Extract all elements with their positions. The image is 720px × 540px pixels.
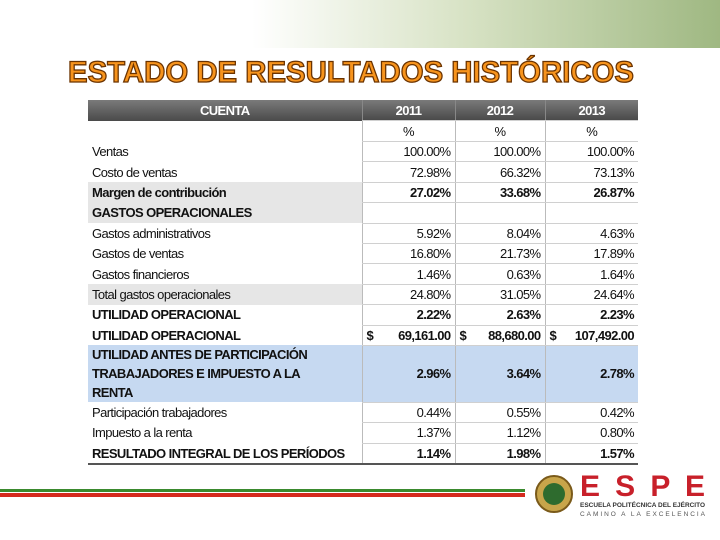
label-cell: UTILIDAD OPERACIONAL (92, 327, 241, 343)
label-cell: GASTOS OPERACIONALES (88, 202, 362, 224)
value-cell: 1.37% (361, 422, 455, 444)
currency-symbol: $ (459, 327, 467, 343)
header-cell: 2011 (361, 100, 455, 121)
value-cell: 3.64% (454, 345, 545, 403)
currency-symbol: $ (366, 327, 374, 343)
table-row: UTILIDAD OPERACIONAL 2.22% 2.63% 2.23% (88, 304, 638, 326)
value-cell: 1.57% (544, 443, 638, 466)
value-cell: 66.32% (454, 161, 545, 183)
amount: 69,161.00 (398, 327, 451, 343)
units-row: %%% (88, 120, 638, 142)
value-cell: 100.00% (361, 141, 455, 163)
value-cell: 2.78% (544, 345, 638, 403)
header-row: CUENTA 2011 2012 2013 (88, 100, 638, 121)
logo: E S P E ESCUELA POLITÉCNICA DEL EJÉRCITO… (535, 470, 706, 518)
value-cell: 73.13% (544, 161, 638, 183)
header-cell: CUENTA (88, 100, 362, 121)
value-cell: 24.64% (544, 284, 638, 306)
value-cell: 2.22% (361, 304, 455, 326)
value-cell: 0.44% (361, 402, 455, 424)
label-cell: Gastos de ventas (92, 246, 184, 262)
value-cell: 1.12% (454, 422, 545, 444)
table-row: Total gastos operacionales 24.80% 31.05% 24… (88, 284, 638, 306)
table-row: Ventas 100.00% 100.00% 100.00% (88, 141, 638, 163)
logo-line2: CAMINO A LA EXCELENCIA (580, 511, 706, 518)
table-row: UTILIDAD ANTES DE PARTICIPACIÓN TRABAJAD… (88, 345, 638, 403)
empty-cell (361, 202, 455, 224)
value-cell: 1.64% (544, 263, 638, 285)
header-cell: 2013 (544, 100, 638, 121)
value-cell: 0.63% (454, 263, 545, 285)
table-row: Gastos administrativos 5.92% 8.04% 4.63% (88, 223, 638, 244)
table-row: Participación trabajadores 0.44% 0.55% 0.42… (88, 402, 638, 424)
table-row: Impuesto a la renta 1.37% 1.12% 0.80% (88, 422, 638, 444)
unit-cell: % (454, 120, 545, 142)
income-table: CUENTA 2011 2012 2013%%% Ventas 100.00% 100.00… (88, 100, 638, 466)
label-cell: UTILIDAD OPERACIONAL (92, 307, 241, 323)
value-cell: 0.80% (544, 422, 638, 444)
logo-line1: ESCUELA POLITÉCNICA DEL EJÉRCITO (580, 500, 705, 509)
label-cell: Gastos administrativos (92, 225, 211, 241)
table-body: CUENTA 2011 2012 2013%%% Ventas 100.00% 100.00… (88, 100, 638, 466)
amount-cell: $69,161.00 (361, 325, 455, 346)
empty-cell (454, 202, 545, 224)
value-cell: 72.98% (361, 161, 455, 183)
green-line (0, 489, 525, 492)
table-row: Gastos financieros 1.46% 0.63% 1.64% (88, 263, 638, 285)
value-cell: 1.46% (361, 263, 455, 285)
table-row: Costo de ventas 72.98% 66.32% 73.13% (88, 161, 638, 183)
amount: 88,680.00 (488, 327, 541, 343)
amount-cell: $88,680.00 (454, 325, 545, 346)
top-band (0, 0, 720, 48)
table-row: RESULTADO INTEGRAL DE LOS PERÍODOS 1.14% 1… (88, 443, 638, 466)
label-cell: Ventas (92, 144, 129, 160)
label-cell: Total gastos operacionales (88, 284, 362, 305)
value-cell: 2.96% (361, 345, 455, 403)
value-cell: 1.98% (454, 443, 545, 466)
value-cell: 100.00% (544, 141, 638, 163)
value-cell: 100.00% (454, 141, 545, 163)
seal-inner (543, 483, 565, 505)
unit-cell: % (361, 120, 455, 142)
title: ESTADO DE RESULTADOS HISTÓRICOS (68, 55, 634, 89)
value-cell: 4.63% (544, 223, 638, 244)
unit-cell: % (544, 120, 638, 142)
empty-cell (544, 202, 638, 224)
label-cell: Gastos financieros (92, 266, 189, 282)
label-cell: RESULTADO INTEGRAL DE LOS PERÍODOS (88, 443, 362, 466)
value-cell: 2.63% (454, 304, 545, 326)
table-row: Margen de contribución 27.02% 33.68% 26.87% (88, 182, 638, 204)
value-cell: 26.87% (544, 182, 638, 204)
value-cell: 0.55% (454, 402, 545, 424)
value-cell: 27.02% (361, 182, 455, 204)
table-row: GASTOS OPERACIONALES (88, 202, 638, 224)
label-cell: UTILIDAD ANTES DE PARTICIPACIÓN TRABAJAD… (88, 345, 362, 403)
value-cell: 31.05% (454, 284, 545, 306)
header-cell: 2012 (454, 100, 545, 121)
label-cell: Costo de ventas (92, 164, 178, 180)
value-cell: 1.14% (361, 443, 455, 466)
value-cell: 8.04% (454, 223, 545, 244)
currency-symbol: $ (549, 327, 557, 343)
label-cell: Margen de contribución (88, 182, 362, 203)
value-cell: 0.42% (544, 402, 638, 424)
red-line (0, 493, 525, 497)
logo-name: E S P E (580, 470, 705, 503)
value-cell: 21.73% (454, 243, 545, 265)
value-cell: 33.68% (454, 182, 545, 204)
title-box: ESTADO DE RESULTADOS HISTÓRICOS (67, 54, 634, 89)
value-cell: 17.89% (544, 243, 638, 265)
value-cell: 5.92% (361, 223, 455, 244)
amount: 107,492.00 (574, 327, 635, 343)
amount-cell: $107,492.00 (544, 325, 638, 346)
table-row: Gastos de ventas 16.80% 21.73% 17.89% (88, 243, 638, 265)
table-row: UTILIDAD OPERACIONAL $69,161.00 $88,680.00… (88, 325, 638, 346)
value-cell: 24.80% (361, 284, 455, 306)
label-cell (88, 121, 362, 142)
label-cell: Impuesto a la renta (92, 425, 192, 441)
value-cell: 2.23% (544, 304, 638, 326)
value-cell: 16.80% (361, 243, 455, 265)
label-cell: Participación trabajadores (92, 405, 227, 421)
